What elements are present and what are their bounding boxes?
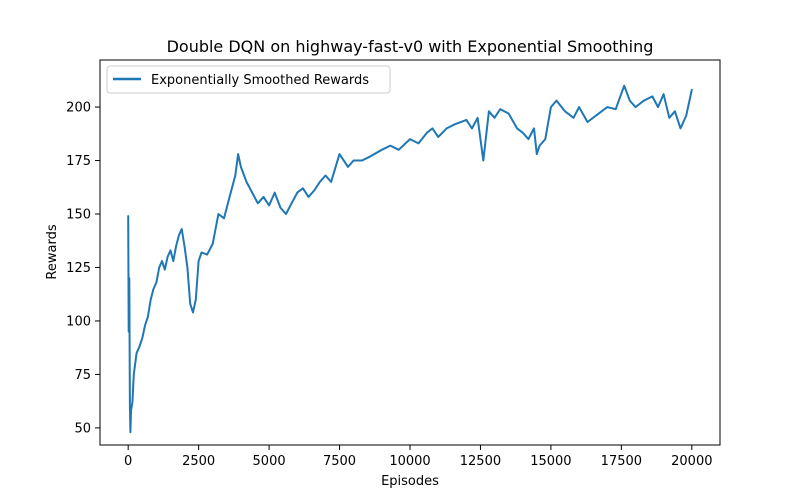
x-tick-label: 15000 [530, 454, 571, 469]
x-tick-label: 2500 [182, 454, 215, 469]
x-tick-label: 7500 [323, 454, 356, 469]
legend-label: Exponentially Smoothed Rewards [151, 73, 369, 88]
x-tick-label: 12500 [460, 454, 501, 469]
x-axis-label: Episodes [381, 474, 439, 489]
y-tick-label: 50 [74, 421, 91, 436]
y-tick-label: 75 [74, 368, 91, 383]
x-tick-label: 17500 [601, 454, 642, 469]
plot-frame [99, 59, 721, 446]
x-tick-label: 20000 [671, 454, 712, 469]
series-line [127, 84, 693, 434]
y-tick-label: 200 [66, 101, 91, 116]
y-tick-label: 100 [66, 314, 91, 329]
y-tick-label: 150 [66, 208, 91, 223]
legend-box [106, 65, 391, 94]
axis-ticks: 0 2500 5000 7500 10000 12500 15000 17500 20000 50… [66, 101, 712, 469]
y-tick-label: 175 [66, 154, 91, 169]
y-tick-label: 125 [66, 261, 91, 276]
chart-title: Double DQN on highway-fast-v0 with Expon… [167, 37, 654, 56]
y-axis-label: Rewards [45, 224, 60, 279]
x-tick-label: 0 [124, 454, 132, 469]
x-tick-label: 10000 [389, 454, 430, 469]
x-tick-label: 5000 [253, 454, 286, 469]
legend: Exponentially Smoothed Rewards [106, 65, 391, 94]
series-layer [127, 84, 693, 434]
